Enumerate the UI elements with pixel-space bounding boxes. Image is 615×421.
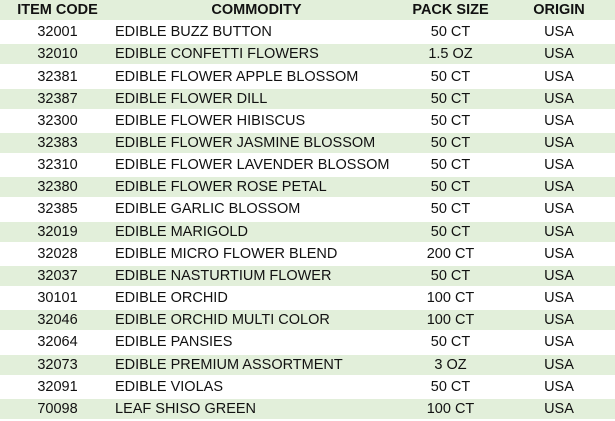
table-row: 32091 EDIBLE VIOLAS 50 CT USA [0, 377, 615, 399]
pack-size-cell: 3 OZ [398, 354, 503, 377]
pack-size-cell: 50 CT [398, 221, 503, 244]
origin-cell: USA [503, 44, 615, 67]
commodity-cell: EDIBLE ORCHID MULTI COLOR [115, 310, 398, 333]
item-code-cell: 32300 [0, 111, 115, 133]
table-row: 32046 EDIBLE ORCHID MULTI COLOR 100 CT USA [0, 310, 615, 333]
header-pack-size: PACK SIZE [398, 0, 503, 23]
header-origin: ORIGIN [503, 0, 615, 23]
pack-size-cell: 50 CT [398, 88, 503, 111]
item-code-cell: 32064 [0, 332, 115, 355]
origin-cell: USA [503, 88, 615, 111]
item-code-cell: 32010 [0, 44, 115, 67]
pack-size-cell: 100 CT [398, 288, 503, 311]
table-row: 32380 EDIBLE FLOWER ROSE PETAL 50 CT USA [0, 177, 615, 200]
table-row: 32385 EDIBLE GARLIC BLOSSOM 50 CT USA [0, 199, 615, 222]
pack-size-cell: 1.5 OZ [398, 44, 503, 67]
pack-size-cell: 100 CT [398, 310, 503, 333]
origin-cell: USA [503, 288, 615, 311]
table-row: 32001 EDIBLE BUZZ BUTTON 50 CT USA [0, 22, 615, 45]
pack-size-cell: 50 CT [398, 111, 503, 133]
origin-cell: USA [503, 66, 615, 89]
origin-cell: USA [503, 177, 615, 200]
item-code-cell: 32073 [0, 354, 115, 377]
table-row: 32037 EDIBLE NASTURTIUM FLOWER 50 CT USA [0, 265, 615, 289]
table-row: 32387 EDIBLE FLOWER DILL 50 CT USA [0, 88, 615, 111]
commodity-cell: EDIBLE CONFETTI FLOWERS [115, 44, 398, 67]
pack-size-cell: 50 CT [398, 22, 503, 45]
item-code-cell: 32381 [0, 66, 115, 89]
pack-size-cell: 100 CT [398, 398, 503, 421]
commodity-cell: EDIBLE ORCHID [115, 288, 398, 311]
commodity-cell: EDIBLE FLOWER DILL [115, 88, 398, 111]
header-item-code: ITEM CODE [0, 0, 115, 23]
item-code-cell: 32019 [0, 221, 115, 244]
table-row: 30101 EDIBLE ORCHID 100 CT USA [0, 288, 615, 311]
commodity-cell: EDIBLE PANSIES [115, 332, 398, 355]
pack-size-cell: 50 CT [398, 265, 503, 289]
table-row: 32019 EDIBLE MARIGOLD 50 CT USA [0, 221, 615, 244]
commodity-cell: EDIBLE FLOWER LAVENDER BLOSSOM [115, 155, 398, 178]
origin-cell: USA [503, 111, 615, 133]
item-code-cell: 32091 [0, 377, 115, 399]
header-row: ITEM CODE COMMODITY PACK SIZE ORIGIN [0, 0, 615, 23]
table-row: 32073 EDIBLE PREMIUM ASSORTMENT 3 OZ USA [0, 354, 615, 377]
table-row: 32383 EDIBLE FLOWER JASMINE BLOSSOM 50 CT U… [0, 132, 615, 156]
table-row: 32064 EDIBLE PANSIES 50 CT USA [0, 332, 615, 355]
commodity-cell: EDIBLE NASTURTIUM FLOWER [115, 265, 398, 289]
commodity-cell: LEAF SHISO GREEN [115, 398, 398, 421]
origin-cell: USA [503, 265, 615, 289]
item-code-cell: 70098 [0, 398, 115, 421]
commodity-cell: EDIBLE VIOLAS [115, 377, 398, 399]
item-code-cell: 32387 [0, 88, 115, 111]
commodity-cell: EDIBLE FLOWER APPLE BLOSSOM [115, 66, 398, 89]
pack-size-cell: 50 CT [398, 132, 503, 156]
commodity-cell: EDIBLE BUZZ BUTTON [115, 22, 398, 45]
item-code-cell: 32001 [0, 22, 115, 45]
pack-size-cell: 200 CT [398, 244, 503, 266]
commodity-cell: EDIBLE MARIGOLD [115, 221, 398, 244]
pack-size-cell: 50 CT [398, 332, 503, 355]
table-row: 32028 EDIBLE MICRO FLOWER BLEND 200 CT USA [0, 244, 615, 266]
pack-size-cell: 50 CT [398, 377, 503, 399]
origin-cell: USA [503, 22, 615, 45]
table-row: 70098 LEAF SHISO GREEN 100 CT USA [0, 398, 615, 421]
commodity-cell: EDIBLE FLOWER HIBISCUS [115, 111, 398, 133]
commodity-cell: EDIBLE FLOWER JASMINE BLOSSOM [115, 132, 398, 156]
item-code-cell: 32046 [0, 310, 115, 333]
origin-cell: USA [503, 310, 615, 333]
item-code-cell: 32383 [0, 132, 115, 156]
item-code-cell: 32380 [0, 177, 115, 200]
table-row: 32300 EDIBLE FLOWER HIBISCUS 50 CT USA [0, 111, 615, 133]
item-code-cell: 32028 [0, 244, 115, 266]
commodity-cell: EDIBLE MICRO FLOWER BLEND [115, 244, 398, 266]
item-code-cell: 32310 [0, 155, 115, 178]
origin-cell: USA [503, 354, 615, 377]
origin-cell: USA [503, 377, 615, 399]
origin-cell: USA [503, 244, 615, 266]
item-code-cell: 32037 [0, 265, 115, 289]
table-row: 32310 EDIBLE FLOWER LAVENDER BLOSSOM 50 CT… [0, 155, 615, 178]
origin-cell: USA [503, 332, 615, 355]
item-code-cell: 30101 [0, 288, 115, 311]
header-commodity: COMMODITY [115, 0, 398, 23]
pack-size-cell: 50 CT [398, 155, 503, 178]
commodity-cell: EDIBLE FLOWER ROSE PETAL [115, 177, 398, 200]
origin-cell: USA [503, 199, 615, 222]
pack-size-cell: 50 CT [398, 177, 503, 200]
origin-cell: USA [503, 155, 615, 178]
table-row: 32381 EDIBLE FLOWER APPLE BLOSSOM 50 CT USA [0, 66, 615, 89]
origin-cell: USA [503, 221, 615, 244]
origin-cell: USA [503, 398, 615, 421]
table-row: 32010 EDIBLE CONFETTI FLOWERS 1.5 OZ USA [0, 44, 615, 67]
origin-cell: USA [503, 132, 615, 156]
pack-size-cell: 50 CT [398, 199, 503, 222]
commodity-cell: EDIBLE PREMIUM ASSORTMENT [115, 354, 398, 377]
commodity-cell: EDIBLE GARLIC BLOSSOM [115, 199, 398, 222]
pack-size-cell: 50 CT [398, 66, 503, 89]
item-code-cell: 32385 [0, 199, 115, 222]
